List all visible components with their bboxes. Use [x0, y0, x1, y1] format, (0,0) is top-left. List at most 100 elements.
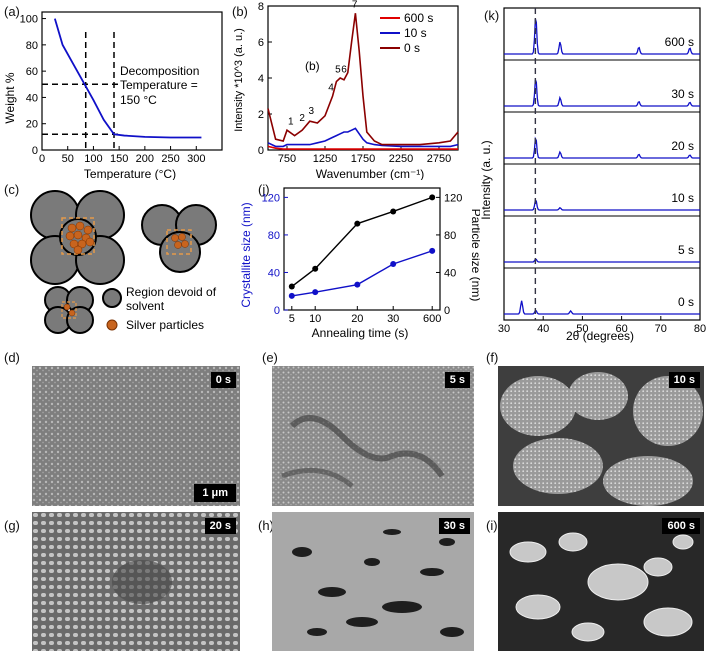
- ftir-xtick-label: 750: [278, 153, 296, 165]
- ftir-xtick-label: 2750: [427, 153, 451, 165]
- xrd-series-label: 600 s: [665, 35, 694, 49]
- tga-ytick-label: 60: [26, 66, 38, 78]
- size-point: [288, 283, 295, 290]
- ftir-peak-label: 2: [299, 113, 305, 124]
- sem-image-0s: 0 s 1 μm: [32, 366, 240, 506]
- size-point: [288, 292, 295, 299]
- sem-time-tag-h: 30 s: [438, 518, 470, 534]
- xrd-xlabel: 2θ (degrees): [566, 329, 634, 343]
- xrd-series: [504, 198, 700, 211]
- panel-label-d: (d): [4, 350, 20, 365]
- sem-image-5s: 5 s: [272, 366, 474, 506]
- ftir-frame: [267, 5, 459, 151]
- xrd-xtick-label: 80: [694, 323, 706, 335]
- ftir-peak-label: 4: [328, 82, 334, 93]
- size-ylabel-right: Particle size (nm): [469, 209, 480, 302]
- ftir-series-0-s: [267, 13, 459, 146]
- panel-label-f: (f): [486, 350, 499, 365]
- size-ylabel-left: Crystallite size (nm): [240, 202, 253, 307]
- legend-silver-swatch: [106, 319, 118, 331]
- panel-label-j: (j): [258, 182, 270, 197]
- xrd-xtick-label: 40: [537, 323, 549, 335]
- panel-label-g: (g): [4, 518, 20, 533]
- size-point: [312, 265, 319, 272]
- xrd-xtick-label: 30: [498, 323, 510, 335]
- size-xtick-label: 30: [387, 313, 399, 325]
- xrd-series: [504, 18, 700, 55]
- size-ytick-left-label: 80: [268, 230, 280, 242]
- tga-xtick-label: 250: [161, 153, 179, 165]
- xrd-series: [504, 79, 700, 107]
- panel-label-a: (a): [4, 4, 20, 19]
- xrd-series-label: 10 s: [671, 191, 694, 205]
- ftir-ytick-label: 8: [258, 1, 264, 13]
- sem-image-30s: 30 s: [272, 512, 474, 651]
- size-xlabel: Annealing time (s): [312, 326, 409, 340]
- panel-label-c: (c): [4, 182, 20, 197]
- size-point: [429, 247, 436, 254]
- legend-solvent-swatch: [102, 288, 122, 308]
- sem-texture-g: [32, 512, 240, 651]
- tga-ytick-label: 0: [32, 145, 38, 157]
- sem-image-10s: 10 s: [498, 366, 704, 506]
- xrd-xtick-label: 60: [615, 323, 627, 335]
- sem-texture-e: [272, 366, 474, 506]
- tga-ytick-label: 100: [20, 14, 38, 26]
- ftir-series-10-s: [267, 127, 459, 148]
- silver-cluster-large: [65, 221, 95, 255]
- tga-xtick-label: 300: [187, 153, 205, 165]
- size-line-0: [291, 196, 433, 288]
- ftir-inner-label: (b): [305, 59, 320, 73]
- ftir-peak-label: 7: [352, 0, 358, 11]
- tga-frame: [41, 11, 223, 151]
- tga-ytick-label: 80: [26, 40, 38, 52]
- size-chart: Crystallite size (nm) Particle size (nm)…: [240, 187, 480, 340]
- size-ytick-right-label: 120: [444, 192, 462, 204]
- tga-xtick-label: 200: [136, 153, 154, 165]
- size-frame: [283, 187, 441, 311]
- size-line-1: [291, 250, 433, 297]
- sem-texture-h: [272, 512, 474, 651]
- size-point: [390, 261, 397, 268]
- legend-silver-text: Silver particles: [126, 318, 204, 332]
- ftir-peak-label: 1: [288, 117, 294, 128]
- size-xtick-label: 600: [423, 313, 441, 325]
- sem-time-tag-d: 0 s: [210, 372, 236, 388]
- xrd-chart: Intensity (a. u.) 2θ (degrees) 30 40 50 60 7…: [479, 7, 706, 343]
- size-xtick-label: 20: [351, 313, 363, 325]
- xrd-series-label: 20 s: [671, 139, 694, 153]
- tga-chart: Weight % Temperature (°C) Decomposition …: [3, 11, 223, 180]
- ftir-legend-label: 600 s: [404, 11, 433, 25]
- small-cluster: [44, 286, 94, 334]
- tga-ytick-label: 20: [26, 119, 38, 131]
- tga-curve: [53, 18, 202, 139]
- legend-solvent-line2: solvent: [126, 299, 165, 313]
- panel-label-b: (b): [232, 4, 248, 19]
- xrd-xtick-label: 70: [655, 323, 667, 335]
- sem-time-tag-f: 10 s: [668, 372, 700, 388]
- sem-image-600s: 600 s: [498, 512, 704, 651]
- legend-solvent-line1: Region devoid of: [126, 285, 217, 299]
- size-point: [354, 220, 361, 227]
- ftir-chart: Intensity *10^3 (a. u.) Wavenumber (cm⁻¹…: [233, 0, 459, 180]
- panel-label-i: (i): [486, 518, 498, 533]
- ftir-peak-label: 3: [309, 106, 315, 117]
- ftir-ytick-label: 4: [258, 73, 264, 85]
- xrd-ylabel: Intensity (a. u.): [479, 140, 493, 219]
- ftir-ylabel: Intensity *10^3 (a. u.): [233, 28, 245, 132]
- sem-texture-d: [32, 366, 240, 506]
- ftir-peak-label: 5: [335, 64, 341, 75]
- tga-xlabel: Temperature (°C): [84, 167, 176, 180]
- sem-texture-i: [498, 512, 704, 651]
- ftir-xtick-label: 1250: [313, 153, 337, 165]
- xrd-series-label: 5 s: [678, 243, 694, 257]
- tga-ytick-label: 40: [26, 92, 38, 104]
- xrd-series-label: 30 s: [671, 87, 694, 101]
- ftir-xtick-label: 2250: [389, 153, 413, 165]
- size-ytick-right-label: 0: [444, 305, 450, 317]
- scale-bar: 1 μm: [194, 484, 236, 502]
- sem-time-tag-i: 600 s: [662, 518, 700, 534]
- size-ytick-left-label: 120: [262, 192, 280, 204]
- ftir-xtick-label: 1750: [351, 153, 375, 165]
- size-point: [312, 289, 319, 296]
